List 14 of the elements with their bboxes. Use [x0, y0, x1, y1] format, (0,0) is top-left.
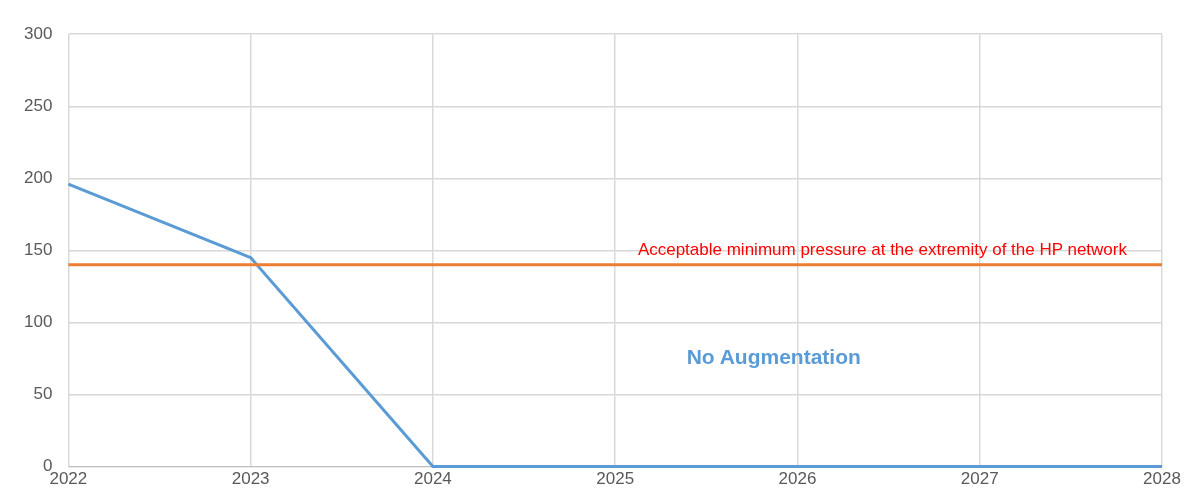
x-tick-label: 2028 [1143, 469, 1181, 489]
y-tick-label: 50 [33, 384, 53, 404]
x-tick-label: 2027 [960, 469, 999, 489]
y-tick-label: 250 [23, 95, 53, 115]
text: No Augmentation [686, 345, 861, 369]
x-tick-label: 2024 [414, 469, 452, 489]
y-tick-label: 300 [23, 23, 53, 43]
y-tick-label: 150 [23, 240, 53, 260]
y-tick-label: 200 [23, 168, 53, 188]
x-tick-label: 2023 [231, 469, 270, 489]
x-tick-label: 2026 [778, 469, 817, 489]
y-tick-label: 100 [23, 312, 53, 332]
x-tick-label: 2025 [596, 469, 635, 489]
ref-line-label: Acceptable minimum pressure at the extremity of the HP network [637, 240, 1128, 259]
